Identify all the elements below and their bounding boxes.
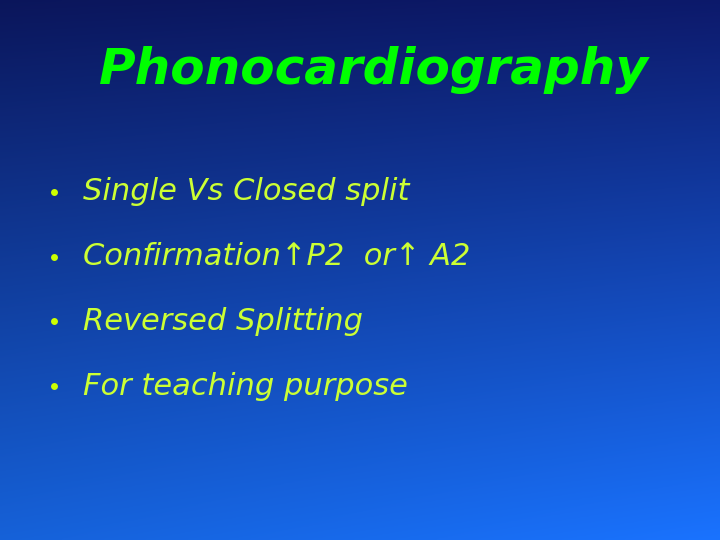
Text: Confirmation↑P2  or↑ A2: Confirmation↑P2 or↑ A2 <box>83 242 470 271</box>
Text: Phonocardiography: Phonocardiography <box>99 46 649 94</box>
Text: Reversed Splitting: Reversed Splitting <box>83 307 363 336</box>
Text: Single Vs Closed split: Single Vs Closed split <box>83 177 409 206</box>
Text: For teaching purpose: For teaching purpose <box>83 372 408 401</box>
